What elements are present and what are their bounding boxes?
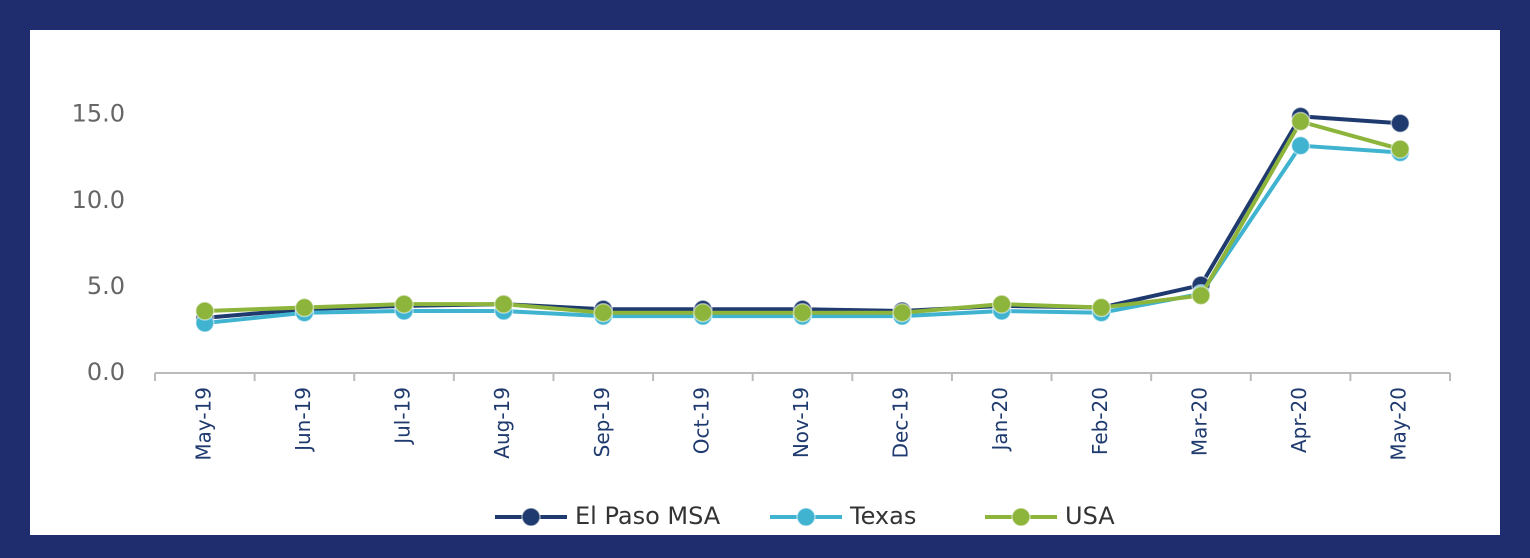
- data-point: [593, 302, 614, 323]
- legend-label: El Paso MSA: [575, 502, 721, 530]
- x-tick-label: Sep-19: [590, 387, 614, 457]
- legend-marker: [796, 507, 816, 527]
- x-tick-label: May-19: [191, 387, 215, 461]
- x-tick-label: Feb-20: [1088, 387, 1112, 455]
- data-point: [1191, 285, 1211, 306]
- data-point: [1390, 113, 1410, 134]
- y-tick-label: 10.0: [72, 186, 125, 214]
- data-point: [1091, 297, 1112, 318]
- legend-marker: [521, 507, 541, 527]
- x-tick-label: Oct-19: [689, 387, 713, 454]
- data-point: [1290, 111, 1311, 132]
- x-tick-label: Mar-20: [1187, 387, 1211, 456]
- x-tick-label: Jul-19: [391, 387, 415, 446]
- x-tick-label: Dec-19: [889, 387, 913, 458]
- plot-panel: [30, 30, 1500, 535]
- data-point: [991, 294, 1012, 314]
- legend-label: USA: [1065, 502, 1115, 530]
- data-point: [792, 302, 813, 323]
- x-tick-label: Jan-20: [988, 387, 1012, 453]
- x-tick-label: Nov-19: [789, 387, 813, 458]
- data-point: [693, 302, 713, 323]
- data-point: [892, 302, 912, 323]
- data-point: [493, 294, 514, 314]
- x-tick-label: May-20: [1387, 387, 1411, 461]
- legend-label: Texas: [849, 502, 916, 530]
- data-point: [394, 294, 414, 314]
- data-point: [1290, 135, 1311, 156]
- data-point: [195, 301, 215, 321]
- y-tick-label: 5.0: [87, 272, 125, 300]
- data-point: [1390, 139, 1410, 159]
- x-tick-label: Apr-20: [1287, 387, 1311, 453]
- y-tick-label: 15.0: [72, 100, 125, 128]
- x-tick-label: Aug-19: [490, 387, 514, 459]
- legend-marker: [1011, 507, 1031, 527]
- data-point: [294, 297, 315, 318]
- x-tick-label: Jun-19: [291, 387, 315, 453]
- y-tick-label: 0.0: [87, 358, 125, 386]
